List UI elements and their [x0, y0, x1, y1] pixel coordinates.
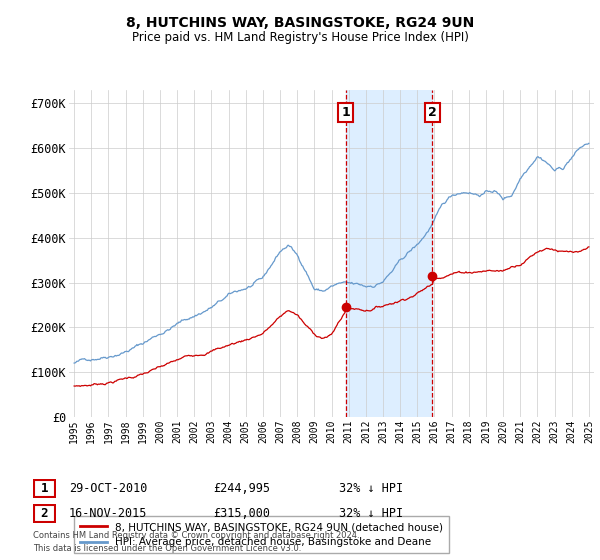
Text: £244,995: £244,995 [213, 482, 270, 495]
Text: 1: 1 [341, 106, 350, 119]
Text: 1: 1 [41, 482, 48, 495]
Text: This data is licensed under the Open Government Licence v3.0.: This data is licensed under the Open Gov… [33, 544, 301, 553]
Text: 32% ↓ HPI: 32% ↓ HPI [339, 482, 403, 495]
FancyBboxPatch shape [34, 480, 55, 497]
Legend: 8, HUTCHINS WAY, BASINGSTOKE, RG24 9UN (detached house), HPI: Average price, det: 8, HUTCHINS WAY, BASINGSTOKE, RG24 9UN (… [74, 516, 449, 553]
Text: £315,000: £315,000 [213, 507, 270, 520]
Text: 2: 2 [428, 106, 437, 119]
Bar [346, 90, 433, 417]
Text: Price paid vs. HM Land Registry's House Price Index (HPI): Price paid vs. HM Land Registry's House … [131, 31, 469, 44]
Text: 29-OCT-2010: 29-OCT-2010 [69, 482, 148, 495]
FancyBboxPatch shape [34, 505, 55, 522]
Text: 32% ↓ HPI: 32% ↓ HPI [339, 507, 403, 520]
Text: Contains HM Land Registry data © Crown copyright and database right 2024.: Contains HM Land Registry data © Crown c… [33, 531, 359, 540]
Text: 8, HUTCHINS WAY, BASINGSTOKE, RG24 9UN: 8, HUTCHINS WAY, BASINGSTOKE, RG24 9UN [126, 16, 474, 30]
Text: 2: 2 [41, 507, 48, 520]
Text: 16-NOV-2015: 16-NOV-2015 [69, 507, 148, 520]
